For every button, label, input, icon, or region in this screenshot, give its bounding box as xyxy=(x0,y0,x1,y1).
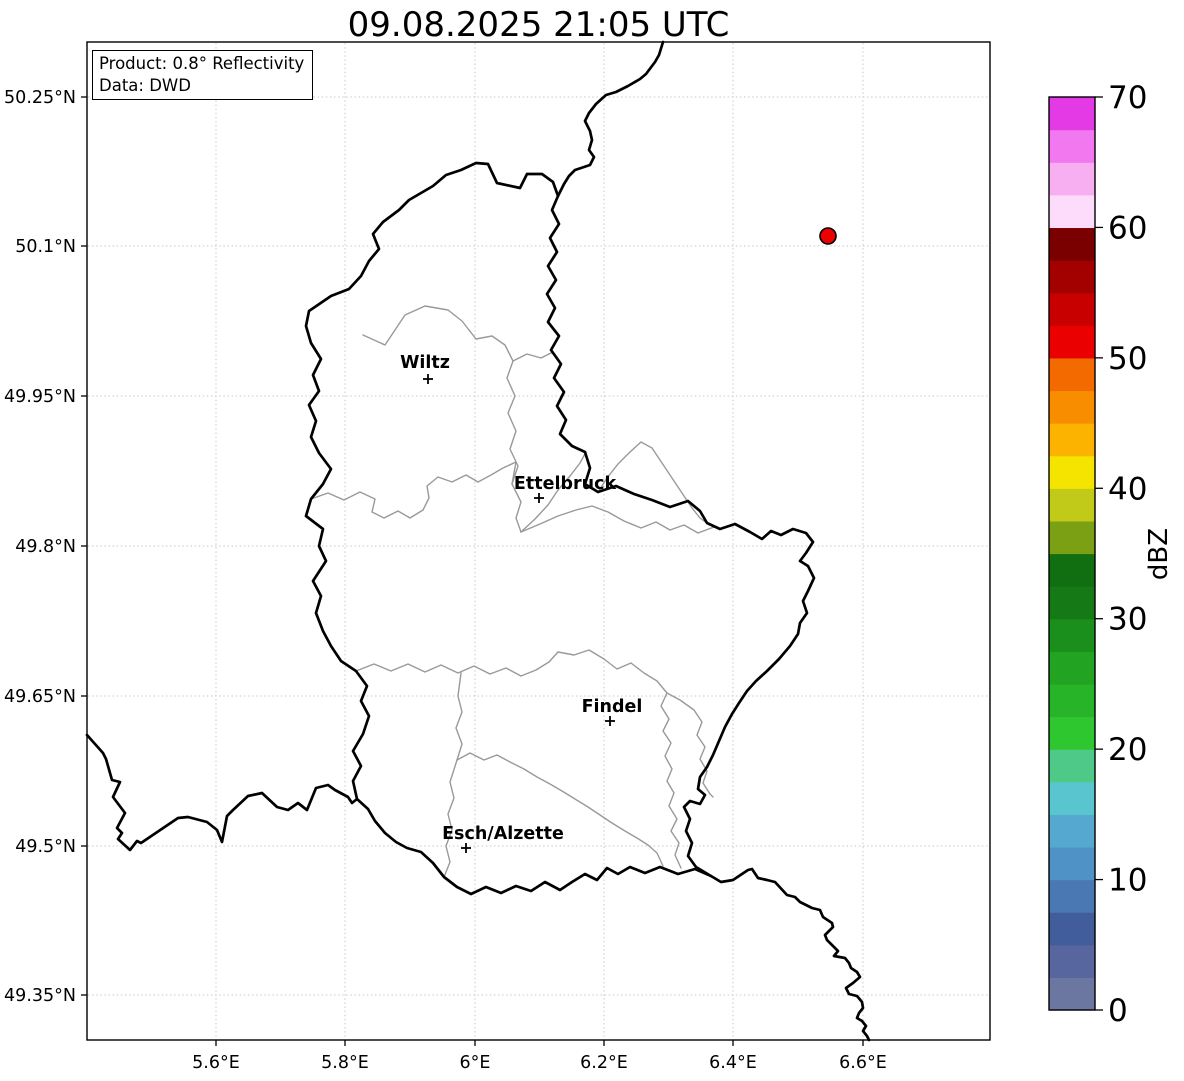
colorbar-tick-label: 30 xyxy=(1108,602,1147,638)
gridlines-group xyxy=(88,43,989,1039)
canton-border xyxy=(597,441,715,528)
city-label-wiltz: Wiltz xyxy=(400,353,450,373)
y-tick-label: 50.25°N xyxy=(4,88,76,108)
y-tick-label: 49.5°N xyxy=(15,837,76,857)
colorbar-segment xyxy=(1049,488,1095,522)
map-title: 09.08.2025 21:05 UTC xyxy=(347,5,730,45)
canton-border xyxy=(443,672,463,878)
colorbar-segment xyxy=(1049,553,1095,587)
colorbar-tick-label: 50 xyxy=(1108,341,1147,377)
x-tick-label: 5.8°E xyxy=(321,1053,369,1073)
x-tick-label: 6°E xyxy=(460,1053,491,1073)
colorbar-tick-label: 0 xyxy=(1108,993,1128,1029)
colorbar-segment xyxy=(1049,846,1095,881)
colorbar-segment xyxy=(1049,390,1095,424)
canton-border xyxy=(355,651,559,677)
colorbar-segment xyxy=(1049,586,1095,620)
canton-border xyxy=(456,752,664,867)
colorbar-outline xyxy=(1048,96,1096,1011)
city-markers-group: Wiltz Ettelbruck Findel Esch/Alzette xyxy=(400,353,642,853)
colorbar-segment xyxy=(1049,260,1095,294)
colorbar-segment xyxy=(1049,129,1095,163)
colorbar-segment xyxy=(1049,455,1095,489)
colorbar-segment xyxy=(1049,357,1095,392)
colorbar-segment xyxy=(1049,977,1095,1011)
x-tick-label: 5.6°E xyxy=(192,1053,240,1073)
colorbar-segment xyxy=(1049,520,1095,555)
city-label-ettelbruck: Ettelbruck xyxy=(514,474,617,494)
canton-border xyxy=(506,360,522,533)
radar-point-group xyxy=(819,227,837,245)
axis-ticks-group xyxy=(81,96,864,1046)
x-tick-label: 6.6°E xyxy=(839,1053,887,1073)
plot-frame xyxy=(86,41,991,1041)
x-tick-label: 6.4°E xyxy=(709,1053,757,1073)
france-germany-border xyxy=(709,867,871,1042)
colorbar-group: 0 10 20 30 40 50 60 70 xyxy=(1048,80,1147,1029)
colorbar-segment xyxy=(1049,749,1095,783)
colorbar-segment xyxy=(1049,325,1095,359)
city-label-findel: Findel xyxy=(582,697,643,717)
canton-border xyxy=(557,649,682,869)
colorbar-tick-label: 60 xyxy=(1108,210,1147,246)
axis-labels-group: 5.6°E 5.8°E 6°E 6.2°E 6.4°E 6.6°E 50.25°N 50.1°… xyxy=(4,88,887,1073)
luxembourg-border xyxy=(304,161,816,896)
x-tick-label: 6.2°E xyxy=(580,1053,628,1073)
canton-border xyxy=(520,451,587,533)
city-label-esch-alzette: Esch/Alzette xyxy=(442,824,564,844)
y-tick-label: 49.35°N xyxy=(4,986,76,1006)
colorbar-tick-label: 10 xyxy=(1108,863,1147,899)
colorbar-segment xyxy=(1049,944,1095,978)
colorbar-segment xyxy=(1049,162,1095,196)
colorbar-tick-label: 40 xyxy=(1108,471,1147,507)
product-info-box: Product: 0.8° Reflectivity Data: DWD xyxy=(92,50,314,100)
belgium-germany-border xyxy=(556,40,665,198)
colorbar-segment xyxy=(1049,618,1095,652)
colorbar-segment xyxy=(1049,912,1095,946)
canton-border xyxy=(310,461,517,519)
radar-location-dot xyxy=(819,227,837,245)
product-info-line2: Data: DWD xyxy=(99,75,191,95)
colorbar-segment xyxy=(1049,814,1095,848)
colorbar-segment xyxy=(1049,879,1095,913)
colorbar-segment xyxy=(1049,227,1095,261)
canton-border xyxy=(666,692,714,798)
y-tick-label: 49.65°N xyxy=(4,687,76,707)
france-belgium-border xyxy=(85,733,359,852)
colorbar-segment xyxy=(1049,651,1095,685)
colorbar-tick-label: 70 xyxy=(1108,80,1147,116)
colorbar-units-label: dBZ xyxy=(1144,528,1174,580)
y-tick-label: 49.95°N xyxy=(4,387,76,407)
y-tick-label: 49.8°N xyxy=(15,537,76,557)
y-tick-label: 50.1°N xyxy=(15,237,76,257)
colorbar-segment xyxy=(1049,781,1095,815)
map-borders-group xyxy=(85,40,871,1042)
colorbar-segment xyxy=(1049,423,1095,457)
colorbar-segment xyxy=(1049,194,1095,229)
colorbar-tick-label: 20 xyxy=(1108,732,1147,768)
product-info-line1: Product: 0.8° Reflectivity xyxy=(99,54,305,73)
colorbar-segment xyxy=(1049,716,1095,750)
colorbar-segment xyxy=(1049,683,1095,718)
canton-border xyxy=(362,305,554,362)
colorbar-segment xyxy=(1049,292,1095,326)
canton-border xyxy=(520,505,715,534)
colorbar-segment xyxy=(1049,97,1095,131)
